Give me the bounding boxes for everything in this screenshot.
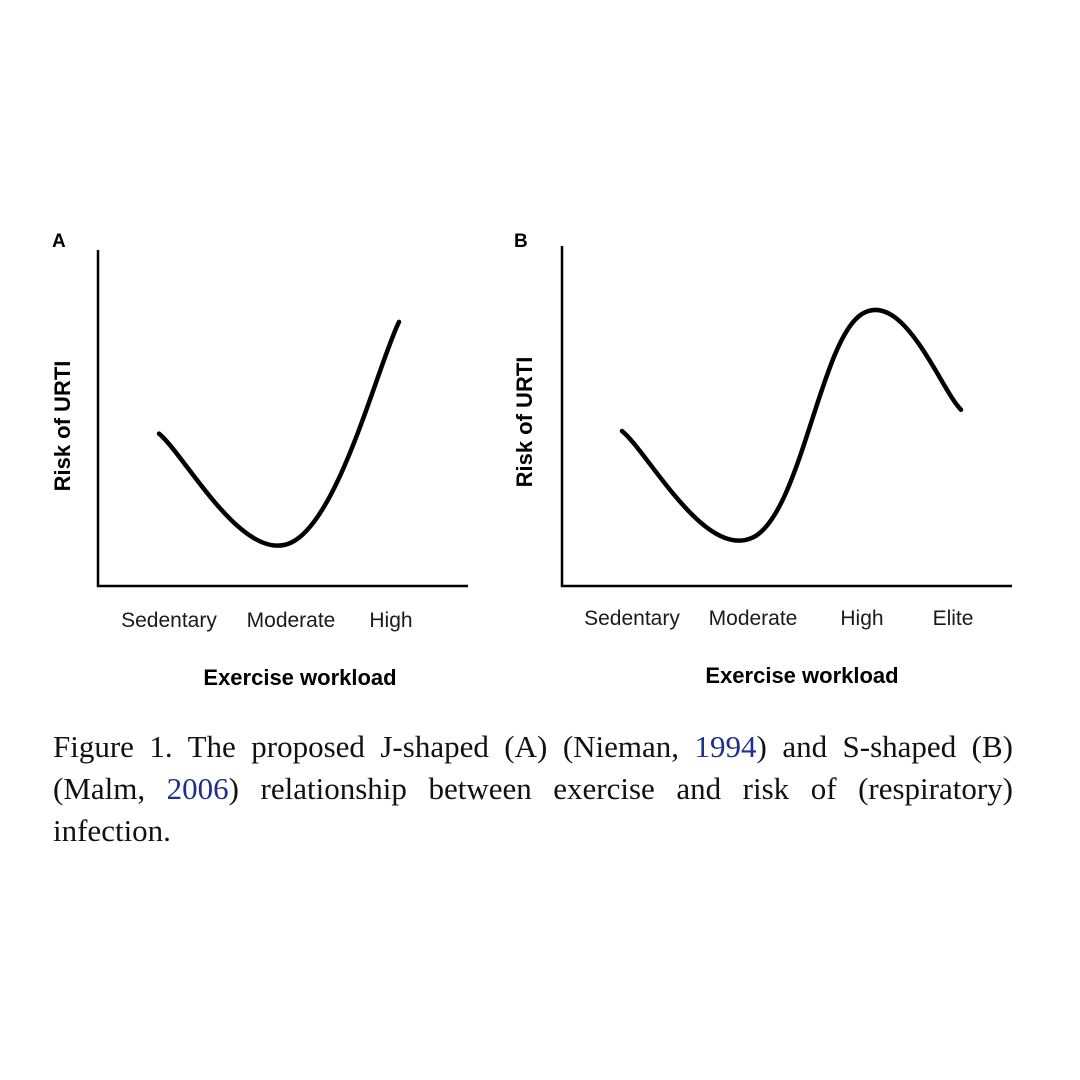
citation-link-1994[interactable]: 1994 [694,729,757,764]
citation-link-2006[interactable]: 2006 [166,771,229,806]
panel-a-letter: A [52,231,66,252]
panel-a-y-axis-label: Risk of URTI [50,361,75,492]
panel-b-risk-curve [619,307,964,543]
caption-middle: ) and S-shaped (B) (Malm, [53,729,1013,806]
panel-a-tick-label-sedentary: Sedentary [121,609,217,632]
panel-a-tick-label-high: High [369,609,412,632]
caption-suffix: ) relationship between exercise and risk… [53,771,1013,848]
panel-a-x-axis-label: Exercise workload [203,665,396,690]
panel-a-axes [96,250,468,588]
panel-b-tick-label-moderate: Moderate [709,607,798,630]
panel-b-x-axis-label: Exercise workload [705,663,898,688]
panel-b-y-axis-label: Risk of URTI [512,357,537,488]
figure: A Sedentary Moderate High Exercise workload R… [50,231,1012,690]
panel-b-tick-label-high: High [840,607,883,630]
panel-b-tick-label-elite: Elite [933,607,974,630]
panel-b-axes [560,246,1012,588]
panel-a-tick-label-moderate: Moderate [247,609,336,632]
caption-prefix: Figure 1. The proposed J-shaped (A) (Nie… [53,729,695,764]
panel-b-letter: B [514,231,528,252]
panel-b-tick-label-sedentary: Sedentary [584,607,680,630]
panel-a-risk-curve [156,319,402,548]
figure-caption: Figure 1. The proposed J-shaped (A) (Nie… [53,726,1013,852]
